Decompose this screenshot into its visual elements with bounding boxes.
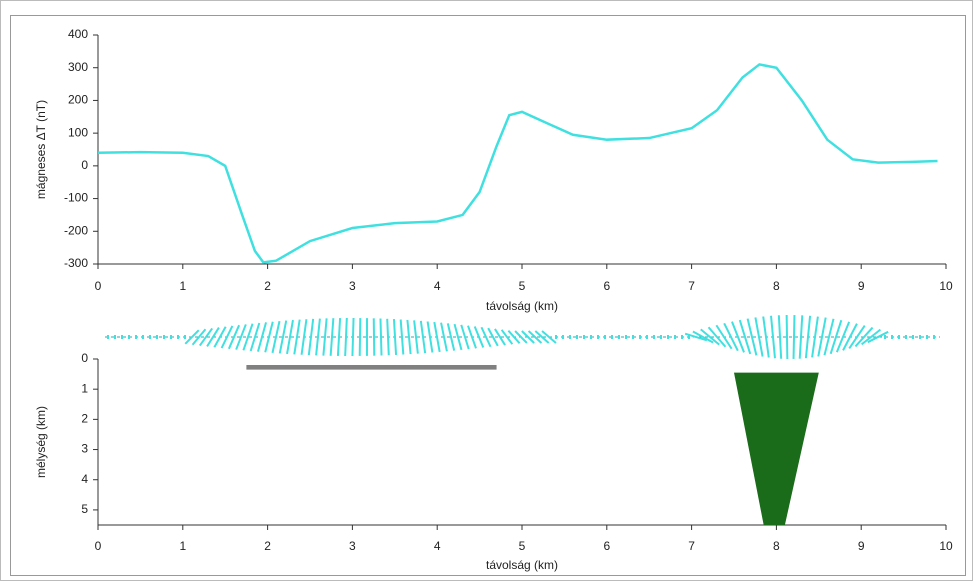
- y-axis-label: mágneses ΔT (nT): [34, 100, 48, 199]
- y-tick-label: 300: [68, 60, 88, 74]
- x-tick-label: 4: [434, 539, 441, 553]
- y-tick-label: 200: [68, 93, 88, 107]
- x-tick-label: 7: [688, 539, 695, 553]
- x-tick-label: 5: [519, 279, 526, 293]
- vector: [360, 318, 361, 356]
- x-tick-label: 3: [349, 539, 356, 553]
- x-tick-label: 10: [939, 279, 953, 293]
- y-tick-label: 5: [81, 502, 88, 516]
- x-tick-label: 1: [179, 279, 186, 293]
- x-tick-label: 9: [858, 539, 865, 553]
- vector: [380, 319, 381, 356]
- x-tick-label: 1: [179, 539, 186, 553]
- y-tick-label: -300: [64, 256, 88, 270]
- x-tick-label: 2: [264, 539, 271, 553]
- y-tick-label: 3: [81, 442, 88, 456]
- body: [246, 365, 496, 370]
- x-tick-label: 0: [95, 539, 102, 553]
- x-tick-label: 9: [858, 279, 865, 293]
- x-axis-label: távolság (km): [486, 299, 558, 313]
- y-tick-label: 4: [81, 472, 88, 486]
- x-axis-label: távolság (km): [486, 558, 558, 572]
- x-tick-label: 8: [773, 539, 780, 553]
- vector: [352, 318, 353, 356]
- y-tick-label: 100: [68, 125, 88, 139]
- y-axis-label: mélység (km): [34, 406, 48, 478]
- x-tick-label: 6: [603, 279, 610, 293]
- x-tick-label: 4: [434, 279, 441, 293]
- vector: [794, 315, 795, 359]
- vector: [787, 315, 788, 359]
- x-tick-label: 10: [939, 539, 953, 553]
- x-tick-label: 5: [519, 539, 526, 553]
- x-tick-label: 3: [349, 279, 356, 293]
- x-tick-label: 2: [264, 279, 271, 293]
- y-tick-label: -100: [64, 191, 88, 205]
- y-tick-label: 1: [81, 381, 88, 395]
- x-tick-label: 0: [95, 279, 102, 293]
- x-tick-label: 8: [773, 279, 780, 293]
- y-tick-label: 400: [68, 27, 88, 41]
- x-tick-label: 7: [688, 279, 695, 293]
- x-tick-label: 6: [603, 539, 610, 553]
- y-tick-label: -200: [64, 223, 88, 237]
- y-tick-label: 0: [81, 351, 88, 365]
- y-tick-label: 0: [81, 158, 88, 172]
- y-tick-label: 2: [81, 412, 88, 426]
